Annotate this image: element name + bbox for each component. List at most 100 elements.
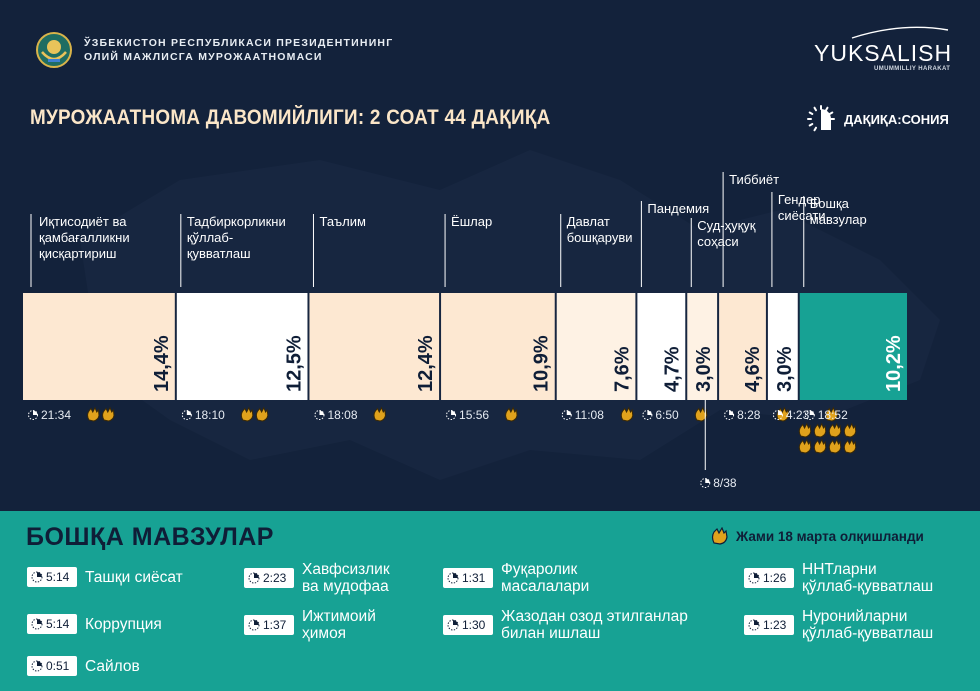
topic-time: 2:23: [244, 568, 294, 588]
category-label: Тиббиёт: [729, 172, 779, 187]
clap-icon: [711, 527, 728, 545]
topic-item: 1:23 Нуронийларни қўллаб-қувватлаш: [744, 608, 933, 642]
duration-label: 18:10: [195, 408, 225, 422]
clock-icon: [31, 571, 43, 583]
clap-icon: [813, 438, 827, 454]
applause-note: Жами 18 марта олқишланди: [710, 527, 924, 545]
percent-label: 3,0%: [774, 346, 796, 392]
clap-icon: [240, 406, 254, 422]
svg-text:сиёсати: сиёсати: [778, 208, 826, 223]
clap-icon: [813, 422, 827, 438]
svg-text:Суд-ҳуқуқ: Суд-ҳуқуқ: [697, 218, 756, 233]
topic-time-text: 0:51: [46, 659, 70, 673]
bar-segment: [441, 293, 555, 400]
topic-name: Фуқаролик масалалари: [501, 561, 590, 595]
clock-icon: [772, 410, 783, 420]
percent-label: 4,7%: [661, 346, 683, 392]
topic-item: 1:26 ННТларни қўллаб-қувватлаш: [744, 561, 933, 595]
bar-segment: [687, 293, 718, 400]
percent-label: 10,9%: [531, 335, 553, 392]
percent-label: 12,5%: [283, 335, 305, 392]
percent-label: 12,4%: [415, 335, 437, 392]
clap-icon: [828, 422, 842, 438]
topic-time-text: 5:14: [46, 570, 70, 584]
clock-icon: [28, 410, 38, 420]
clock-icon: [748, 619, 760, 631]
svg-text:Давлат: Давлат: [567, 214, 610, 229]
percent-label: 3,0%: [693, 346, 715, 392]
brand-subtitle: UMUMMILLIY HARAKAT: [874, 66, 951, 72]
topic-name: Нуронийларни қўллаб-қувватлаш: [802, 608, 934, 642]
svg-text:Бошқа: Бошқа: [810, 196, 850, 211]
clock-icon: [724, 410, 735, 420]
svg-text:қамбағалликни: қамбағалликни: [39, 230, 130, 245]
svg-text:Иқтисодиёт ва: Иқтисодиёт ва: [39, 214, 127, 229]
clock-icon: [804, 410, 815, 420]
clap-icon: [694, 406, 708, 422]
clock-icon: [314, 410, 325, 420]
duration-bar-chart: 14,4% Иқтисодиёт вақамбағалликниқисқартир…: [23, 172, 907, 490]
topic-name: Хавфсизлик ва мудофаа: [302, 561, 390, 595]
topic-name: ННТларни қўллаб-қувватлаш: [802, 561, 934, 595]
topic-time-text: 2:23: [263, 571, 287, 585]
clock-icon: [700, 478, 711, 488]
topic-time-text: 1:26: [763, 571, 787, 585]
duration-label: 4:23: [786, 408, 810, 422]
duration-label: 15:56: [459, 408, 489, 422]
category-label: Таълим: [319, 214, 366, 229]
duration-label: 8:28: [737, 408, 761, 422]
svg-text:қувватлаш: қувватлаш: [187, 246, 251, 261]
svg-text:мавзулар: мавзулар: [810, 212, 867, 227]
other-topics-panel: БОШҚА МАВЗУЛАР Жами 18 марта олқишланди …: [0, 511, 980, 691]
clock-icon: [31, 618, 43, 630]
clap-icon: [373, 406, 386, 422]
topic-item: 5:14 Коррупция: [27, 614, 162, 634]
clock-icon: [31, 660, 43, 672]
svg-text:бошқаруви: бошқаруви: [567, 230, 633, 245]
svg-text:Таълим: Таълим: [319, 214, 366, 229]
clap-icon: [505, 406, 518, 422]
duration-label: 18:08: [327, 408, 357, 422]
percent-label: 4,6%: [742, 346, 764, 392]
topic-name: Коррупция: [85, 615, 162, 633]
org-line-1: ЎЗБЕКИСТОН РЕСПУБЛИКАСИ ПРЕЗИДЕНТИНИНГ: [84, 37, 394, 49]
percent-label: 14,4%: [151, 335, 173, 392]
clap-icon: [798, 438, 812, 454]
svg-text:Гендер: Гендер: [778, 192, 821, 207]
clap-icon: [620, 406, 634, 422]
topic-item: 1:37 Ижтимоий ҳимоя: [244, 608, 376, 642]
bar-segment: [799, 293, 907, 400]
topic-time-text: 1:37: [263, 618, 287, 632]
unit-legend: ДАҚИҚА:СОНИЯ: [806, 104, 949, 134]
clock-icon: [642, 410, 653, 420]
topic-item: 2:23 Хавфсизлик ва мудофаа: [244, 561, 390, 595]
duration-label: 8/38: [713, 476, 737, 490]
topic-name: Ижтимоий ҳимоя: [302, 608, 376, 642]
topic-time: 1:37: [244, 615, 294, 635]
topic-time: 1:23: [744, 615, 794, 635]
uzbekistan-emblem-icon: [36, 32, 72, 68]
bar-segment: [719, 293, 766, 400]
clock-icon: [248, 619, 260, 631]
topic-item: 5:14 Ташқи сиёсат: [27, 567, 183, 587]
unit-legend-label: ДАҚИҚА:СОНИЯ: [844, 111, 949, 127]
svg-text:Тиббиёт: Тиббиёт: [729, 172, 779, 187]
header-org: ЎЗБЕКИСТОН РЕСПУБЛИКАСИ ПРЕЗИДЕНТИНИНГ О…: [84, 36, 393, 64]
page-title: МУРОЖААТНОМА ДАВОМИЙЛИГИ: 2 СОАТ 44 ДАҚИ…: [30, 106, 551, 129]
clap-icon: [255, 406, 269, 422]
org-line-2: ОЛИЙ МАЖЛИСГА МУРОЖААТНОМАСИ: [84, 51, 323, 63]
clock-icon: [446, 410, 457, 420]
bar-segment: [309, 293, 440, 400]
bar-segment: [23, 293, 175, 400]
duration-label: 21:34: [41, 408, 71, 422]
bar-segment: [176, 293, 308, 400]
duration-label: 6:50: [655, 408, 679, 422]
clap-icon: [102, 406, 115, 422]
clap-icon: [87, 406, 100, 422]
clock-icon: [447, 619, 459, 631]
topic-name: Жазодан озод этилганлар билан ишлаш: [501, 608, 688, 642]
